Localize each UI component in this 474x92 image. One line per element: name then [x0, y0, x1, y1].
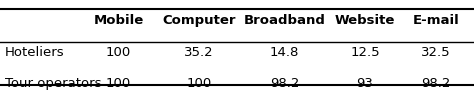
Text: 14.8: 14.8: [270, 46, 299, 59]
Text: 93: 93: [356, 77, 374, 90]
Text: 12.5: 12.5: [350, 46, 380, 59]
Text: Computer: Computer: [162, 14, 236, 27]
Text: 35.2: 35.2: [184, 46, 214, 59]
Text: 98.2: 98.2: [270, 77, 299, 90]
Text: 100: 100: [106, 46, 131, 59]
Text: Mobile: Mobile: [93, 14, 144, 27]
Text: E-mail: E-mail: [413, 14, 459, 27]
Text: Hoteliers: Hoteliers: [5, 46, 64, 59]
Text: Website: Website: [335, 14, 395, 27]
Text: 98.2: 98.2: [421, 77, 451, 90]
Text: Broadband: Broadband: [244, 14, 325, 27]
Text: 100: 100: [106, 77, 131, 90]
Text: Tour operators: Tour operators: [5, 77, 101, 90]
Text: 100: 100: [186, 77, 212, 90]
Text: 32.5: 32.5: [421, 46, 451, 59]
